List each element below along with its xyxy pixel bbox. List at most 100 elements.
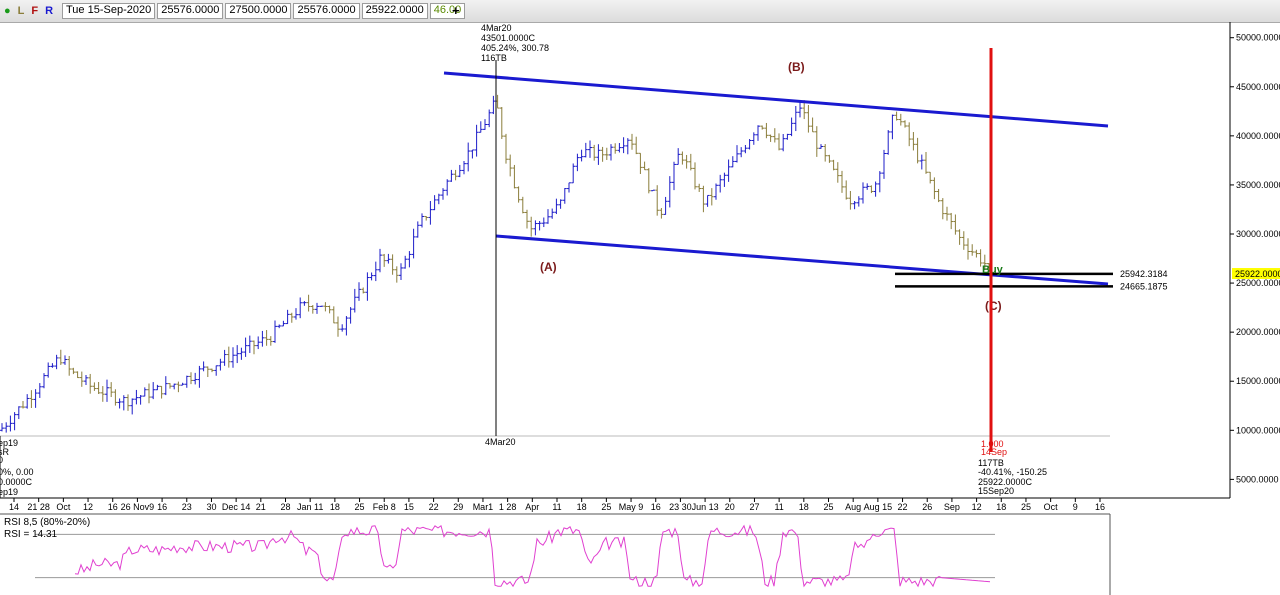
price-bars bbox=[0, 94, 991, 433]
price-bar bbox=[936, 188, 941, 203]
price-bar bbox=[613, 143, 618, 154]
price-bar bbox=[600, 146, 605, 162]
price-bar bbox=[894, 111, 899, 121]
price-bar bbox=[79, 371, 84, 387]
price-bar bbox=[445, 179, 450, 196]
price-bar bbox=[121, 395, 126, 411]
price-bar bbox=[541, 217, 546, 228]
price-bar bbox=[218, 358, 223, 371]
price-bar bbox=[159, 385, 164, 399]
low-field: 25576.0000 bbox=[293, 3, 360, 19]
price-bar bbox=[394, 266, 399, 283]
price-bar bbox=[33, 389, 38, 408]
price-bar bbox=[562, 187, 567, 204]
price-bar bbox=[340, 324, 345, 332]
status-dot-icon[interactable]: ● bbox=[4, 5, 11, 17]
price-bar bbox=[646, 168, 651, 194]
price-bar bbox=[907, 122, 912, 147]
x-tick-label: 11 bbox=[774, 502, 783, 512]
price-bar bbox=[751, 132, 756, 145]
price-bar bbox=[470, 149, 475, 159]
price-bar bbox=[844, 180, 849, 200]
price-bar bbox=[663, 196, 668, 215]
toolbar-icons: ● L F R bbox=[2, 4, 55, 18]
price-bar bbox=[268, 336, 273, 346]
x-tick-label: 16 bbox=[651, 502, 661, 512]
add-indicator-button[interactable]: + bbox=[452, 3, 460, 18]
price-bar bbox=[294, 308, 298, 320]
price-bar bbox=[659, 208, 664, 219]
channel-upper-line[interactable] bbox=[443, 71, 1109, 128]
peak-label-bars: 116TB bbox=[481, 53, 507, 63]
price-bar bbox=[474, 124, 479, 157]
cursor-ratio: 1.000 bbox=[981, 439, 1004, 449]
price-bar bbox=[730, 156, 735, 168]
x-tick-label: 27 bbox=[749, 502, 759, 512]
channel-lower-line[interactable] bbox=[495, 234, 1109, 286]
price-bar bbox=[697, 183, 702, 192]
peak-label-price: 43501.0000C bbox=[481, 33, 536, 43]
price-bar bbox=[835, 162, 840, 183]
price-bar bbox=[814, 126, 819, 157]
price-bar bbox=[667, 176, 672, 208]
x-tick-label: 12 bbox=[972, 502, 982, 512]
price-bar bbox=[222, 349, 227, 366]
price-bar bbox=[247, 335, 252, 353]
x-tick-label: 29 bbox=[453, 502, 463, 512]
price-bar bbox=[382, 253, 387, 267]
x-tick-label: 22 bbox=[898, 502, 908, 512]
price-bar bbox=[84, 374, 88, 386]
price-bar bbox=[336, 316, 340, 337]
price-bar bbox=[21, 400, 25, 409]
x-tick-label: Jun 13 bbox=[692, 502, 719, 512]
price-bar bbox=[117, 398, 122, 409]
price-bar bbox=[273, 320, 277, 343]
price-bar bbox=[596, 144, 601, 165]
price-bar bbox=[415, 221, 420, 238]
price-bar bbox=[957, 229, 962, 245]
x-tick-label: 18 bbox=[996, 502, 1006, 512]
price-bar bbox=[147, 383, 151, 404]
refresh-button[interactable]: R bbox=[45, 5, 54, 17]
price-bar bbox=[54, 354, 59, 370]
price-bar bbox=[747, 139, 752, 150]
price-bar bbox=[802, 100, 807, 120]
line-mode-button[interactable]: L bbox=[17, 5, 25, 17]
y-tick-label: 25000.0000 bbox=[1236, 278, 1280, 288]
price-bar bbox=[533, 220, 538, 236]
open-field: 25576.0000 bbox=[157, 3, 224, 19]
price-bar bbox=[982, 254, 987, 271]
price-bar bbox=[29, 390, 34, 408]
wave-b-label: (B) bbox=[788, 60, 805, 74]
price-bar bbox=[50, 363, 55, 368]
price-bar bbox=[42, 373, 46, 389]
price-bar bbox=[348, 307, 353, 324]
x-tick-label: 15 bbox=[404, 502, 414, 512]
price-bar bbox=[491, 95, 496, 115]
price-bar bbox=[655, 185, 660, 216]
price-bar bbox=[403, 255, 408, 269]
price-bar bbox=[75, 371, 80, 379]
price-bar bbox=[168, 383, 172, 389]
price-bar bbox=[499, 107, 504, 139]
x-tick-label: Mar1 bbox=[473, 502, 494, 512]
x-tick-label: 25 bbox=[601, 502, 611, 512]
price-bar bbox=[243, 337, 248, 357]
toolbar: ● L F R Tue 15-Sep-2020 25576.0000 27500… bbox=[0, 0, 1280, 23]
price-bar bbox=[840, 170, 844, 193]
price-bar bbox=[201, 361, 206, 372]
price-bar bbox=[831, 159, 836, 171]
price-bar bbox=[915, 137, 920, 164]
price-bar bbox=[684, 154, 689, 169]
format-button[interactable]: F bbox=[31, 5, 39, 17]
price-bar bbox=[525, 209, 529, 229]
price-bar bbox=[827, 154, 832, 163]
left-note-4: 0%, 0.00 bbox=[0, 467, 34, 477]
price-bar bbox=[672, 161, 676, 191]
buy-signal-label: Buy bbox=[982, 264, 1004, 276]
x-tick-label: 16 bbox=[108, 502, 118, 512]
price-bar bbox=[735, 145, 739, 163]
price-bar bbox=[651, 189, 655, 192]
y-tick-label: 20000.0000 bbox=[1236, 327, 1280, 337]
